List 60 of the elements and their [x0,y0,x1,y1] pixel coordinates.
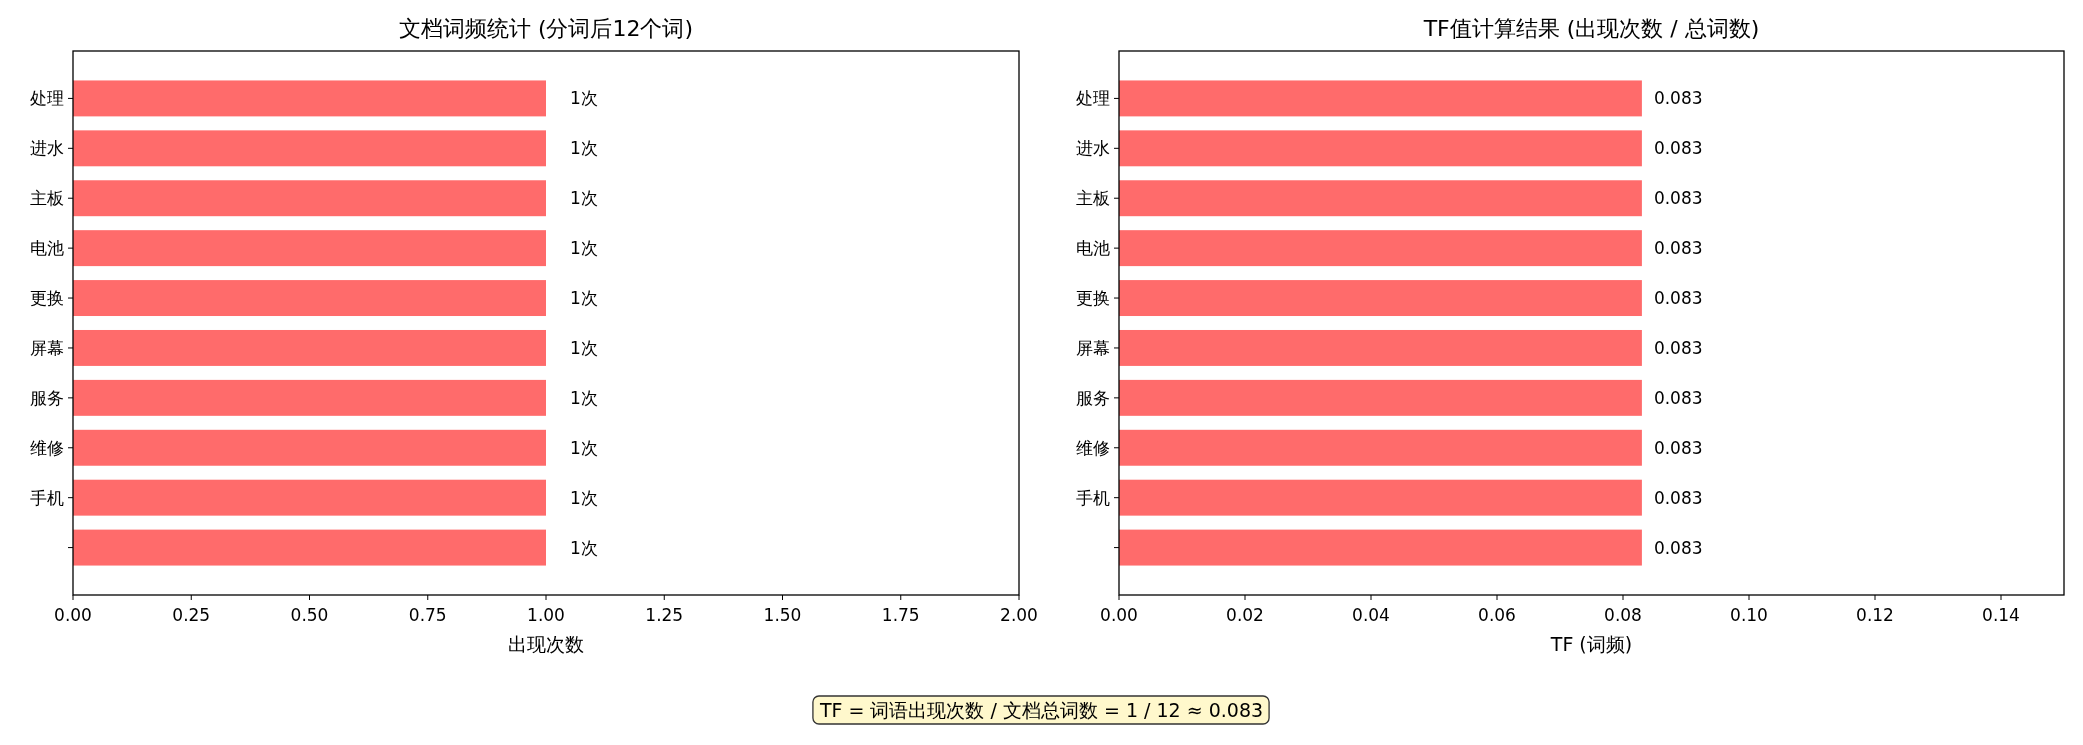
y-tick-label: 服务 [30,387,64,408]
data-label: 1次 [570,138,598,159]
data-label: 0.083 [1653,138,1703,159]
data-label: 0.083 [1653,487,1703,508]
data-label: 0.083 [1653,537,1703,558]
data-label: 0.083 [1653,288,1703,309]
x-axis-title: TF (词频) [1549,633,1633,655]
y-tick-label: 服务 [1076,387,1110,408]
data-label: 1次 [570,387,598,408]
y-tick-label: 更换 [1076,288,1110,309]
data-label: 1次 [570,288,598,309]
x-tick-label: 1.25 [645,605,684,625]
x-tick-label: 0.00 [1100,605,1138,625]
data-label: 0.083 [1653,387,1703,408]
data-label: 0.083 [1653,88,1703,109]
data-label: 1次 [570,238,598,259]
data-label: 0.083 [1653,238,1703,259]
y-tick-label: 电池 [1076,238,1110,259]
data-label: 1次 [570,487,598,508]
chart-title: 文档词频统计 (分词后12个词) [398,16,694,41]
x-tick-label: 0.08 [1604,605,1642,625]
data-label: 0.083 [1653,437,1703,458]
y-tick-label: 手机 [30,487,64,508]
x-tick-label: 0.04 [1352,605,1390,625]
data-label: 1次 [570,537,598,558]
y-tick-label: 电池 [30,238,64,259]
data-label: 1次 [570,88,598,109]
y-tick-label: 处理 [30,88,64,109]
y-tick-label: 更换 [30,288,64,309]
x-tick-label: 2.00 [1000,605,1038,625]
x-tick-label: 1.50 [763,605,802,625]
y-tick-label: 维修 [1076,437,1110,458]
y-tick-label: 主板 [1076,188,1110,209]
x-tick-label: 0.00 [54,605,92,625]
x-tick-label: 0.50 [290,605,329,625]
data-label: 1次 [570,188,598,209]
x-tick-label: 0.12 [1856,605,1894,625]
y-tick-label: 进水 [1076,138,1110,159]
x-tick-label: 0.14 [1982,605,2020,625]
chart-title: TF值计算结果 (出现次数 / 总词数) [1422,16,1760,41]
data-label: 0.083 [1653,337,1703,358]
y-tick-label: 进水 [30,138,64,159]
x-tick-label: 0.02 [1226,605,1264,625]
y-tick-label: 手机 [1076,487,1110,508]
x-tick-label: 1.00 [527,605,565,625]
y-tick-label: 屏幕 [30,337,64,358]
x-tick-label: 0.75 [408,605,447,625]
y-tick-label: 处理 [1076,88,1110,109]
x-tick-label: 1.75 [881,605,920,625]
data-label: 1次 [570,337,598,358]
data-label: 0.083 [1653,188,1703,209]
x-tick-label: 0.06 [1478,605,1516,625]
x-axis-title: 出现次数 [508,633,584,655]
y-tick-label: 屏幕 [1076,337,1110,358]
x-tick-label: 0.25 [172,605,211,625]
x-tick-label: 0.10 [1730,605,1768,625]
data-label: 1次 [570,437,598,458]
text: TF = 词语出现次数 / 文档总词数 = 1 / 12 ≈ 0.083 [818,699,1264,721]
y-tick-label: 维修 [30,437,64,458]
y-tick-label: 主板 [30,188,64,209]
